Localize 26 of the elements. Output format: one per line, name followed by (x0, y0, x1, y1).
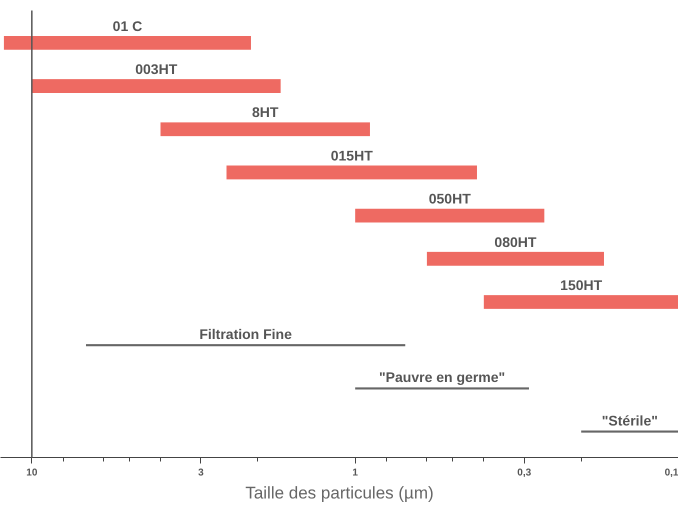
y-tick-label: 080HT (494, 234, 537, 250)
y-tick-label: Filtration Fine (199, 326, 292, 342)
y-tick-label: "Pauvre en germe" (379, 369, 506, 386)
x-tick-label: 0,3 (517, 468, 532, 478)
bar (355, 387, 529, 390)
bar (581, 430, 678, 433)
x-tick-label: 3 (198, 468, 204, 478)
y-tick-label: 8HT (252, 104, 279, 120)
x-axis-title: Taille des particules (µm) (245, 484, 434, 502)
bar (426, 252, 604, 266)
y-tick-label: 050HT (428, 190, 472, 207)
y-tick-label: 150HT (560, 276, 603, 293)
y-tick-label: "Stérile" (602, 412, 658, 428)
bar (32, 79, 281, 93)
y-tick-label: 003HT (135, 61, 178, 78)
y-tick-label: 015HT (330, 147, 374, 164)
x-tick-label: 0,1 (664, 468, 678, 478)
bar (86, 344, 406, 346)
bar (160, 122, 370, 136)
x-tick-label: 1 (352, 468, 358, 478)
bar (226, 166, 477, 180)
bar (355, 208, 544, 223)
bar (484, 295, 678, 309)
bar (4, 36, 251, 50)
y-tick-label: 01 C (112, 18, 142, 34)
x-tick-label: 10 (26, 468, 38, 478)
